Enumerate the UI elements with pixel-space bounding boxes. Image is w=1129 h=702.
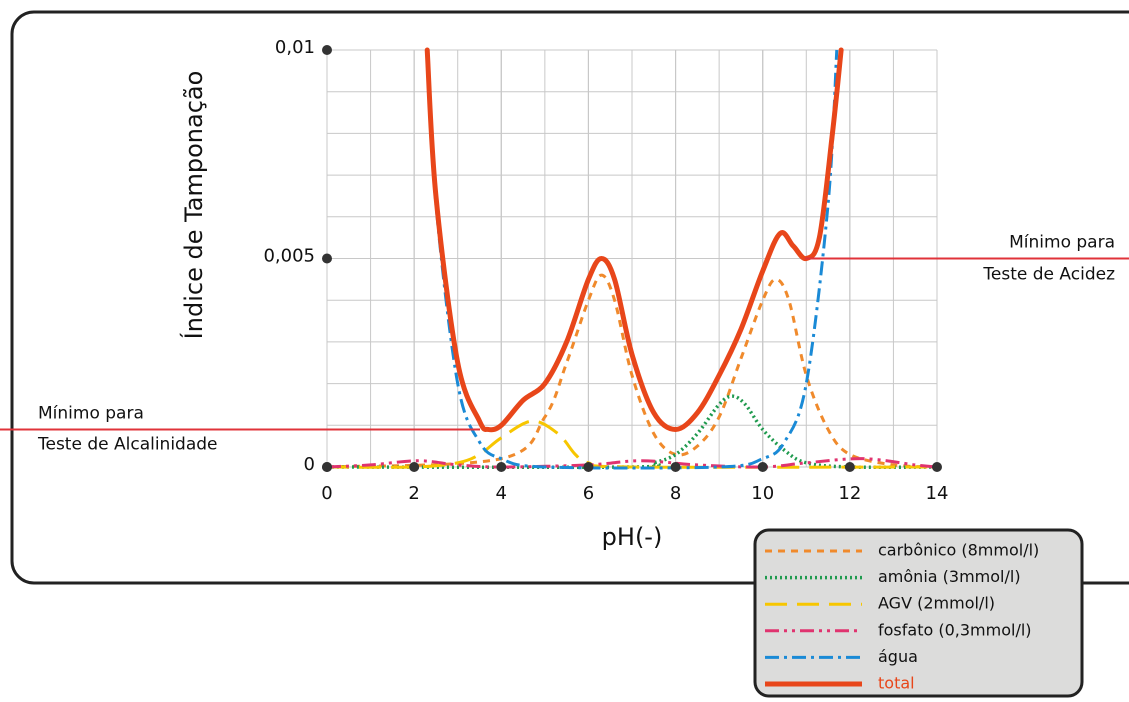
x-tick-mark [670,462,681,472]
legend-label: total [878,674,915,693]
legend-label: amônia (3mmol/l) [878,567,1021,586]
x-tick-label: 8 [670,483,681,504]
x-tick-mark [932,462,942,472]
legend: carbônico (8mmol/l) amônia (3mmol/l) AGV (… [765,541,1039,693]
x-axis-title: pH(-) [602,523,663,551]
series-line [326,457,938,469]
annotation-text: Mínimo para [38,403,144,423]
plot-lines [326,47,938,470]
x-tick-label: 12 [838,483,861,504]
x-tick-label: 2 [408,483,419,504]
x-tick-mark [496,462,507,472]
x-tick-mark [757,462,768,472]
legend-label: AGV (2mmol/l) [878,594,995,613]
annotation-text: Teste de Acidez [982,265,1115,285]
x-tick-label: 10 [751,483,774,504]
annotation-text: Teste de Alcalinidade [37,434,218,454]
x-tick-mark [409,462,420,472]
legend-label: água [878,647,918,666]
y-tick-label: 0,005 [263,246,315,267]
foreground: 0 2 4 6 8 10 12 14 0 0,005 0,01 Mínimo para Teste de… [0,37,1129,504]
series-line [326,273,938,469]
series-line [424,47,844,433]
legend-label: fosfato (0,3mmol/l) [878,620,1032,639]
series-line [326,419,938,469]
y-tick-mark [322,45,332,55]
y-tick-mark [322,462,332,472]
x-tick-label: 4 [496,483,507,504]
legend-label: carbônico (8mmol/l) [878,541,1039,560]
grid [326,49,938,468]
x-tick-label: 6 [583,483,594,504]
legend-box [753,528,1084,698]
x-tick-label: 14 [926,483,949,504]
y-tick-mark [322,253,332,264]
annotation-text: Mínimo para [1009,233,1115,253]
x-tick-label: 0 [321,483,332,504]
x-tick-mark [844,462,855,472]
y-axis-title: Índice de Tamponação [179,71,208,340]
y-tick-label: 0,01 [275,37,315,58]
x-tick-mark [583,462,594,472]
y-tick-label: 0 [304,454,315,475]
